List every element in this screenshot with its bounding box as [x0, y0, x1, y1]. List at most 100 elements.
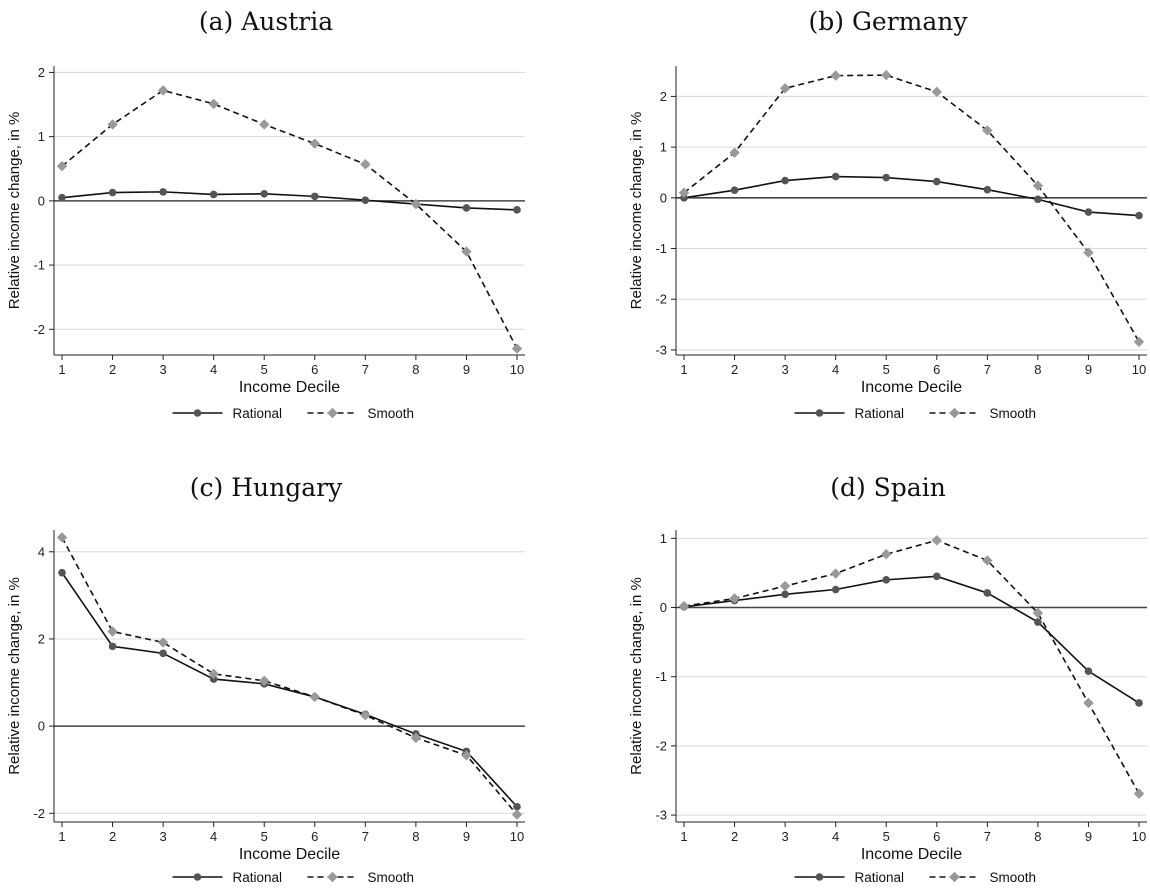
series-line-rational	[61, 191, 518, 211]
data-point-smooth	[779, 83, 791, 94]
data-point-rational	[58, 568, 66, 577]
chart-title: (a) Austria	[199, 7, 333, 36]
chart-title: (d) Spain	[830, 473, 946, 502]
x-tick-label: 5	[883, 829, 890, 844]
x-axis-title: Income Decile	[861, 846, 962, 863]
series-line-smooth	[61, 89, 518, 349]
data-point-smooth	[107, 626, 118, 637]
x-tick-label: 4	[832, 362, 839, 377]
data-point-rational	[932, 572, 941, 581]
legend-label-smooth: Smooth	[990, 870, 1037, 885]
legend-marker-smooth	[949, 871, 960, 883]
y-tick-label: -2	[33, 322, 45, 337]
y-tick-label: -2	[655, 738, 667, 753]
x-tick-label: 7	[984, 362, 991, 377]
y-tick-label: -1	[655, 241, 667, 256]
data-point-smooth	[931, 86, 942, 98]
x-axis-title: Income Decile	[239, 379, 340, 396]
data-point-rational	[781, 590, 789, 599]
data-point-smooth	[678, 187, 690, 198]
legend-label-rational: Rational	[233, 870, 283, 885]
chart-panel-2: (b) Germany -3 -2 -1 0 1 2 1 2 3 4 5 6 7 8 9 10 Income De…	[628, 7, 1147, 421]
data-point-smooth	[1032, 607, 1044, 619]
chart-title: (b) Germany	[808, 7, 968, 36]
data-point-rational	[513, 802, 521, 811]
legend-label-rational: Rational	[233, 406, 283, 421]
data-point-rational	[882, 173, 891, 182]
data-point-rational	[159, 188, 167, 196]
legend: Rational Smooth	[172, 406, 415, 421]
legend-marker-rational	[815, 409, 824, 417]
chart-title: (c) Hungary	[190, 473, 343, 502]
x-tick-label: 1	[58, 362, 65, 377]
x-tick-label: 10	[1132, 829, 1146, 844]
data-point-rational	[983, 185, 992, 194]
data-point-smooth	[830, 568, 841, 579]
data-point-smooth	[1083, 247, 1094, 258]
chart-panel-4: (d) Spain -3 -2 -1 0 1 1 2 3 4 5 6 7 8 9 10 Income Decil…	[628, 473, 1147, 885]
legend-label-rational: Rational	[855, 870, 905, 885]
legend-label-smooth: Smooth	[368, 406, 415, 421]
data-point-smooth	[1133, 336, 1145, 348]
data-point-rational	[108, 642, 117, 651]
y-tick-label: 4	[38, 544, 45, 559]
data-point-smooth	[157, 85, 169, 96]
x-tick-label: 9	[1085, 362, 1092, 377]
legend-marker-smooth	[327, 407, 338, 419]
data-point-rational	[1135, 211, 1143, 220]
legend: Rational Smooth	[172, 870, 415, 885]
y-tick-label: 0	[38, 719, 45, 734]
chart-panel-1: (a) Austria -2 -1 0 1 2 1 2 3 4 5 6 7 8 9 10 Income Deci…	[6, 7, 525, 421]
data-point-smooth	[982, 125, 993, 136]
x-tick-label: 6	[933, 362, 940, 377]
data-point-smooth	[461, 246, 472, 257]
x-tick-label: 10	[510, 362, 524, 377]
x-tick-label: 6	[933, 829, 940, 844]
legend-label-smooth: Smooth	[990, 406, 1037, 421]
y-tick-label: 0	[38, 193, 45, 208]
x-tick-label: 5	[883, 362, 890, 377]
x-tick-label: 7	[362, 829, 369, 844]
y-tick-label: -1	[655, 669, 667, 684]
data-point-smooth	[729, 593, 740, 604]
y-axis-title: Relative income change, in %	[628, 112, 645, 310]
y-axis-title: Relative income change, in %	[6, 577, 23, 775]
data-point-smooth	[157, 637, 169, 648]
x-tick-label: 8	[1034, 362, 1041, 377]
data-point-smooth	[729, 147, 740, 158]
y-tick-label: 0	[660, 600, 667, 615]
data-point-smooth	[309, 138, 320, 149]
series-line-rational	[61, 572, 518, 808]
x-axis-title: Income Decile	[861, 379, 962, 396]
data-point-smooth	[208, 98, 219, 110]
x-tick-label: 2	[731, 829, 738, 844]
data-point-rational	[1135, 699, 1143, 707]
x-tick-label: 9	[463, 829, 470, 844]
data-point-smooth	[1133, 788, 1145, 799]
legend: Rational Smooth	[794, 870, 1037, 885]
legend-label-smooth: Smooth	[368, 870, 415, 885]
data-point-rational	[108, 188, 117, 197]
data-point-smooth	[208, 668, 219, 680]
x-tick-label: 1	[58, 829, 65, 844]
x-tick-label: 1	[680, 829, 687, 844]
data-point-smooth	[881, 549, 892, 560]
data-point-rational	[932, 177, 941, 186]
data-point-smooth	[56, 160, 68, 172]
data-point-smooth	[360, 710, 371, 721]
data-point-rational	[513, 206, 521, 214]
data-point-rational	[882, 576, 891, 584]
data-point-smooth	[511, 809, 523, 820]
x-tick-label: 6	[311, 362, 318, 377]
data-point-smooth	[410, 198, 422, 210]
series-line-smooth	[683, 539, 1140, 795]
y-axis-title: Relative income change, in %	[6, 112, 23, 310]
legend-marker-smooth	[327, 871, 338, 883]
x-tick-label: 9	[463, 362, 470, 377]
x-tick-label: 8	[1034, 829, 1041, 844]
data-point-rational	[730, 186, 739, 195]
data-point-rational	[1034, 195, 1042, 204]
data-point-rational	[462, 204, 471, 212]
data-point-smooth	[259, 119, 270, 130]
x-tick-label: 3	[781, 829, 788, 844]
